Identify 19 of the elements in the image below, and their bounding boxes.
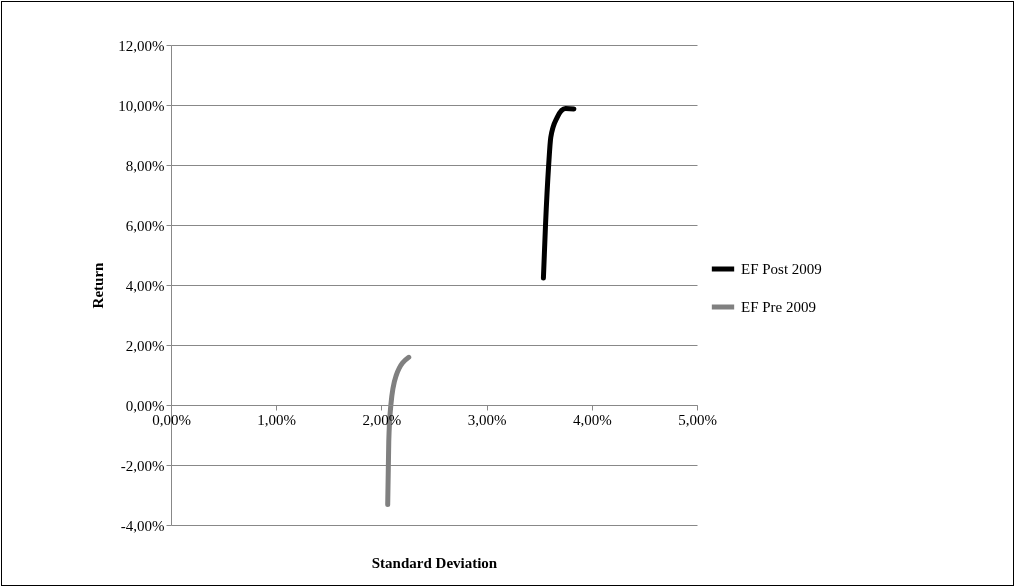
y-tick-label: -2,00% xyxy=(120,457,165,474)
legend-label: EF Post 2009 xyxy=(741,261,822,277)
y-tick-label: 8,00% xyxy=(125,157,165,174)
y-axis-title: Return xyxy=(90,261,107,309)
y-tick-label: 6,00% xyxy=(125,217,165,234)
x-tick-label: 0,00% xyxy=(152,411,191,428)
x-tick-label: 1,00% xyxy=(257,411,297,428)
x-tick-label: 5,00% xyxy=(678,411,717,428)
y-tick-label: 10,00% xyxy=(118,97,165,114)
x-tick-label: 3,00% xyxy=(467,411,507,428)
y-tick-label: 0,00% xyxy=(125,397,165,414)
x-tick-label: 2,00% xyxy=(362,411,402,428)
y-tick-label: 4,00% xyxy=(125,277,165,294)
x-tick-label: 4,00% xyxy=(572,411,612,428)
y-tick-label: 2,00% xyxy=(125,337,165,354)
legend-label: EF Pre 2009 xyxy=(741,299,816,315)
x-axis-title: Standard Deviation xyxy=(371,554,498,571)
y-tick-label: 12,00% xyxy=(118,37,165,54)
y-tick-label: -4,00% xyxy=(120,517,165,534)
